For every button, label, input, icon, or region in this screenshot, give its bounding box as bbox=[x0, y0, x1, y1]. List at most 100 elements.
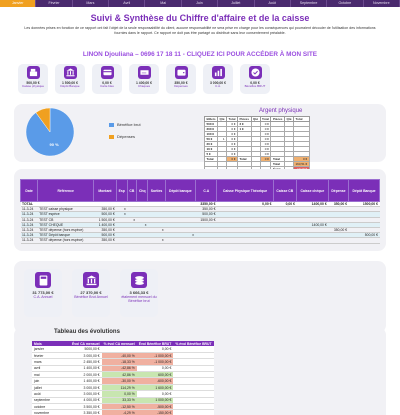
transactions-cell[interactable] bbox=[127, 206, 137, 213]
transactions-cell[interactable] bbox=[216, 222, 274, 228]
transactions-cell[interactable]: 350,00 € bbox=[93, 237, 117, 244]
transactions-cell[interactable] bbox=[328, 206, 349, 213]
transactions-cell[interactable] bbox=[165, 227, 196, 234]
transactions-cell[interactable]: 500,00 € bbox=[93, 232, 117, 239]
transactions-cell[interactable] bbox=[165, 222, 196, 228]
transactions-cell[interactable] bbox=[216, 206, 274, 213]
transactions-cell[interactable] bbox=[296, 211, 329, 218]
transactions-cell[interactable]: 350,00 € bbox=[328, 227, 349, 234]
transactions-cell[interactable]: x bbox=[165, 232, 196, 239]
transactions-cell[interactable]: 350,00 € bbox=[93, 227, 117, 234]
transactions-cell[interactable] bbox=[328, 217, 349, 223]
tab-2[interactable]: Mars bbox=[73, 0, 110, 7]
transactions-cell[interactable] bbox=[273, 237, 297, 244]
transactions-cell[interactable]: x bbox=[116, 206, 128, 213]
transactions-cell[interactable]: TEST caisse physique bbox=[37, 206, 94, 213]
transactions-cell[interactable] bbox=[348, 227, 380, 234]
transactions-cell[interactable] bbox=[136, 227, 148, 234]
transactions-cell[interactable]: 500,00 € bbox=[348, 232, 380, 239]
transactions-cell[interactable] bbox=[116, 227, 128, 234]
transactions-cell[interactable]: x bbox=[136, 222, 148, 228]
transactions-cell[interactable] bbox=[216, 227, 274, 234]
transactions-cell[interactable]: TEST dépense (hors espèce) bbox=[37, 227, 94, 234]
transactions-cell[interactable]: 11-3-24 bbox=[20, 232, 38, 239]
tab-9[interactable]: Octobre bbox=[327, 0, 364, 7]
transactions-cell[interactable]: x bbox=[127, 217, 137, 223]
transactions-cell[interactable] bbox=[127, 237, 137, 244]
transactions-cell[interactable] bbox=[147, 211, 166, 218]
transactions-cell[interactable] bbox=[136, 211, 148, 218]
transactions-cell[interactable] bbox=[147, 232, 166, 239]
transactions-cell[interactable]: x bbox=[116, 211, 128, 218]
transactions-cell[interactable]: 1 500,00 € bbox=[93, 217, 117, 223]
transactions-cell[interactable] bbox=[165, 237, 196, 244]
transactions-cell[interactable] bbox=[147, 206, 166, 213]
transactions-cell[interactable] bbox=[273, 206, 297, 213]
transactions-cell[interactable] bbox=[127, 232, 137, 239]
transactions-cell[interactable]: x bbox=[147, 227, 166, 234]
transactions-cell[interactable]: 1 400,00 € bbox=[93, 222, 117, 228]
transactions-cell[interactable]: TEST dépense (hors espèce) bbox=[37, 237, 94, 244]
transactions-cell[interactable] bbox=[136, 206, 148, 213]
transactions-cell[interactable] bbox=[195, 227, 217, 234]
transactions-cell[interactable] bbox=[273, 222, 297, 228]
transactions-cell[interactable] bbox=[195, 222, 217, 228]
transactions-cell[interactable] bbox=[296, 232, 329, 239]
tab-3[interactable]: Avril bbox=[109, 0, 146, 7]
tab-1[interactable]: Février bbox=[36, 0, 73, 7]
transactions-cell[interactable] bbox=[273, 227, 297, 234]
transactions-cell[interactable] bbox=[116, 217, 128, 223]
transactions-cell[interactable] bbox=[216, 232, 274, 239]
transactions-cell[interactable] bbox=[127, 227, 137, 234]
transactions-cell[interactable] bbox=[328, 232, 349, 239]
transactions-cell[interactable] bbox=[195, 232, 217, 239]
transactions-cell[interactable] bbox=[348, 217, 380, 223]
transactions-cell[interactable]: 11-3-24 bbox=[20, 222, 38, 228]
transactions-cell[interactable] bbox=[273, 211, 297, 218]
transactions-cell[interactable] bbox=[165, 211, 196, 218]
transactions-cell[interactable] bbox=[136, 232, 148, 239]
transactions-cell[interactable]: 11-3-24 bbox=[20, 206, 38, 213]
transactions-cell[interactable]: 1400,00 € bbox=[296, 222, 329, 228]
transactions-cell[interactable] bbox=[296, 237, 329, 244]
transactions-cell[interactable] bbox=[348, 237, 380, 244]
transactions-cell[interactable]: TEST Dépôt banque bbox=[37, 232, 94, 239]
transactions-cell[interactable] bbox=[273, 232, 297, 239]
transactions-cell[interactable] bbox=[296, 206, 329, 213]
table-row[interactable]: 11-3-24 TEST caisse physique 350,00 € x 350,… bbox=[20, 206, 380, 213]
transactions-cell[interactable] bbox=[216, 211, 274, 218]
table-row[interactable]: 11-3-24 TEST dépense (hors espèce) 350,00 … bbox=[20, 227, 380, 234]
transactions-cell[interactable] bbox=[216, 217, 274, 223]
transactions-cell[interactable] bbox=[147, 222, 166, 228]
table-row[interactable]: 11-3-24 TEST CHEQUE 1 400,00 € x 1400,00 € bbox=[20, 222, 380, 228]
contact-link[interactable]: LINON Djouliana – 0696 17 18 11 - CLIQUE… bbox=[82, 51, 318, 58]
transactions-cell[interactable] bbox=[328, 222, 349, 228]
table-row[interactable]: 11-3-24 TEST CB 1 500,00 € x 1500,00 € bbox=[20, 217, 380, 223]
transactions-cell[interactable]: TEST espèce bbox=[37, 211, 94, 218]
transactions-cell[interactable] bbox=[296, 227, 329, 234]
transactions-cell[interactable] bbox=[165, 217, 196, 223]
transactions-cell[interactable] bbox=[127, 222, 137, 228]
transactions-cell[interactable] bbox=[328, 237, 349, 244]
transactions-cell[interactable]: x bbox=[147, 237, 166, 244]
transactions-cell[interactable]: 11-3-24 bbox=[20, 227, 38, 234]
transactions-cell[interactable]: 11-3-24 bbox=[20, 211, 38, 218]
tab-8[interactable]: Septembre bbox=[291, 0, 328, 7]
transactions-cell[interactable] bbox=[348, 222, 380, 228]
tab-6[interactable]: Juillet bbox=[218, 0, 255, 7]
transactions-cell[interactable]: 1500,00 € bbox=[195, 217, 217, 223]
transactions-cell[interactable] bbox=[127, 211, 137, 218]
transactions-cell[interactable] bbox=[147, 217, 166, 223]
tab-4[interactable]: Mai bbox=[145, 0, 182, 7]
transactions-cell[interactable]: 500,00 € bbox=[93, 211, 117, 218]
transactions-cell[interactable] bbox=[195, 237, 217, 244]
table-row[interactable]: 11-3-24 TEST dépense (hors espèce) 350,00 … bbox=[20, 237, 380, 244]
transactions-cell[interactable] bbox=[273, 217, 297, 223]
transactions-cell[interactable]: 350,00 € bbox=[195, 206, 217, 213]
transactions-cell[interactable] bbox=[348, 211, 380, 218]
transactions-cell[interactable]: TEST CB bbox=[37, 217, 94, 223]
transactions-cell[interactable]: 11-3-24 bbox=[20, 237, 38, 244]
transactions-cell[interactable]: 11-3-24 bbox=[20, 217, 38, 223]
tab-10[interactable]: Novembre bbox=[364, 0, 400, 7]
table-row[interactable]: 11-3-24 TEST Dépôt banque 500,00 € x 500,00 … bbox=[20, 232, 380, 239]
